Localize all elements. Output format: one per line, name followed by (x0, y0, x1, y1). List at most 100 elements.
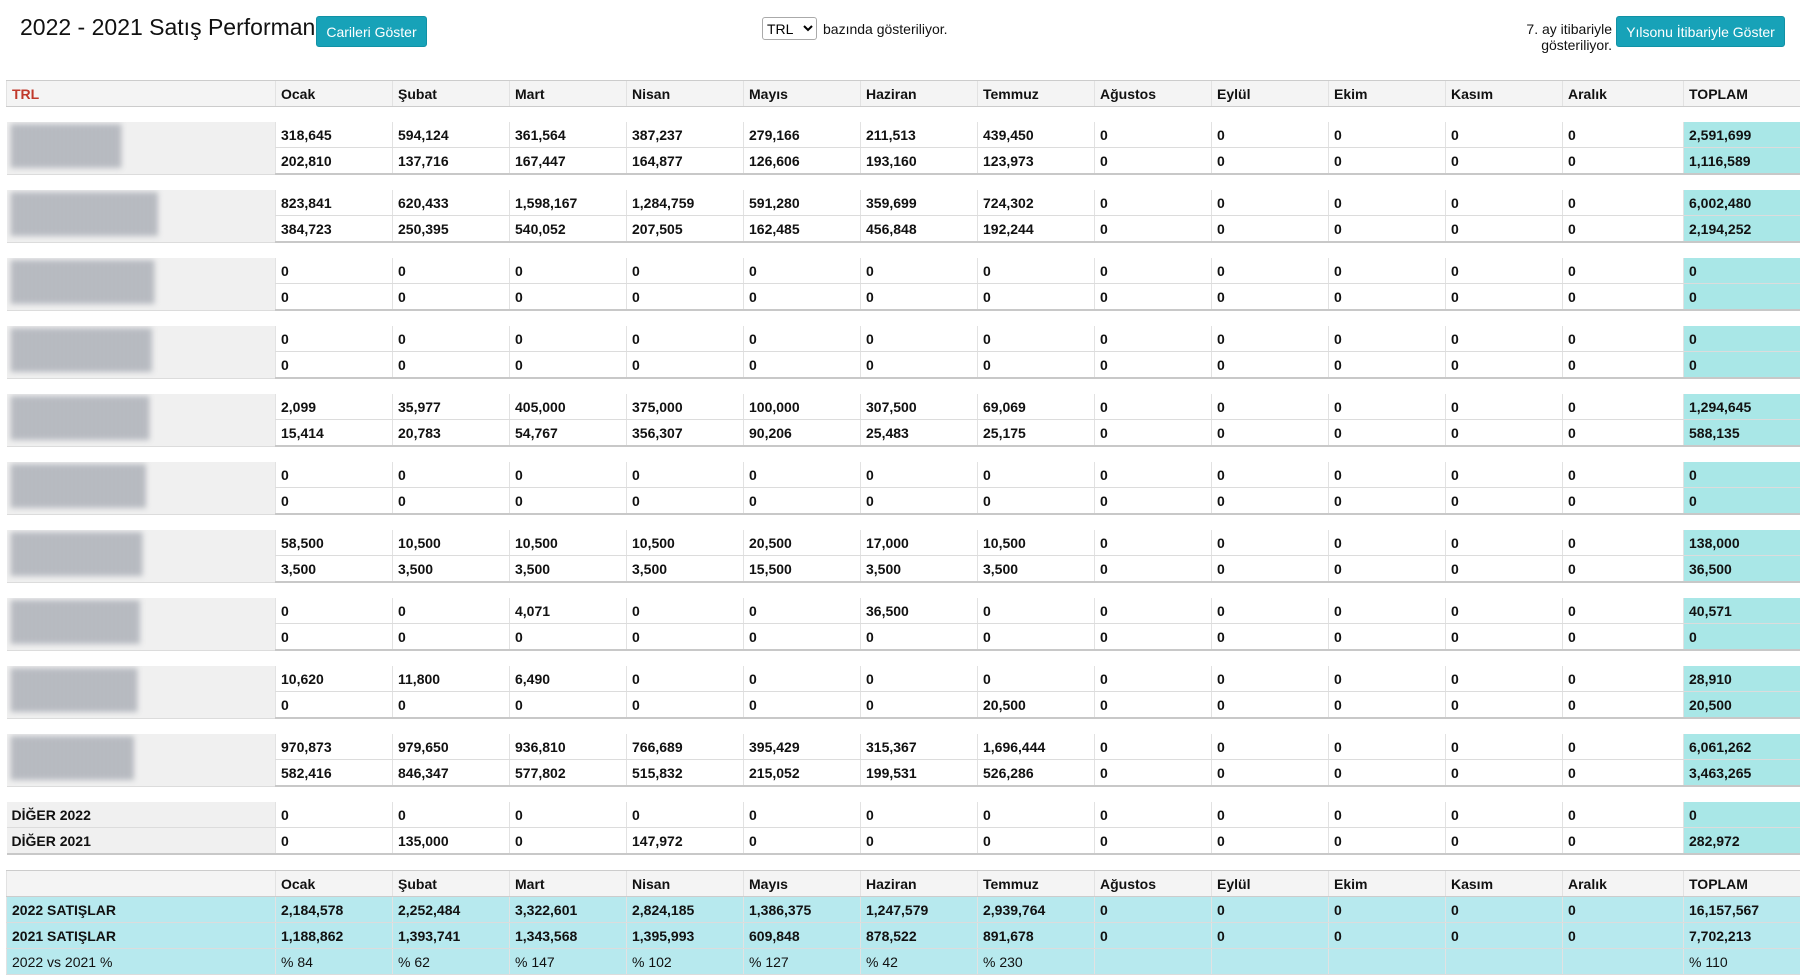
value-cell: 36,500 (860, 598, 978, 624)
blurred-name (10, 600, 140, 644)
value-cell: 0 (1328, 394, 1446, 420)
value-cell: 0 (1328, 530, 1446, 556)
empty-cell (1328, 948, 1446, 975)
value-cell: 0 (743, 283, 861, 311)
value-cell: 0 (1211, 147, 1329, 175)
name-cell (6, 530, 276, 583)
value-cell: 0 (1211, 827, 1329, 855)
spacer-cell (7, 514, 1800, 530)
value-cell: 0 (1445, 666, 1563, 692)
percent-row: 2022 vs 2021 %% 84% 62% 147% 102% 127% 4… (6, 948, 1800, 975)
total-cell: 2,591,699 (1683, 122, 1800, 148)
value-cell: 0 (509, 326, 627, 352)
value-cell: 0 (392, 623, 510, 651)
value-cell: 0 (1445, 827, 1563, 855)
value-cell: 6,490 (509, 666, 627, 692)
summary-row: 2021 SATIŞLAR 1,188,862 1,393,741 1,343,568… (6, 922, 1800, 949)
spacer-cell (7, 854, 1800, 871)
total-cell: 0 (1683, 258, 1800, 284)
spacer-cell (7, 242, 1800, 258)
value-cell: 3,500 (509, 555, 627, 583)
data-row: 0 0 0 0 0 0 20,500 0 0 0 0 0 20,500 (7, 691, 1800, 719)
column-header: Mayıs (743, 80, 861, 107)
value-cell: 0 (1562, 283, 1684, 311)
data-row: 970,873 979,650 936,810 766,689 395,429 315,3… (6, 734, 1800, 787)
total-cell: 588,135 (1683, 419, 1800, 447)
summary-cell: 1,395,993 (626, 922, 744, 949)
value-cell: 0 (1094, 623, 1212, 651)
value-cell: 279,166 (743, 122, 861, 148)
value-cell: 0 (1562, 215, 1684, 243)
value-cell: 0 (1445, 802, 1563, 828)
value-cell: 0 (1094, 283, 1212, 311)
summary-cell: 0 (1211, 896, 1329, 923)
currency-note: bazında gösteriliyor. (823, 21, 948, 37)
row-label: 2022 vs 2021 % (6, 948, 276, 975)
value-cell: 823,841 (275, 190, 393, 216)
total-cell: 0 (1683, 462, 1800, 488)
value-cell: 0 (1562, 147, 1684, 175)
percent-cell: % 62 (392, 948, 510, 975)
total-cell: 138,000 (1683, 530, 1800, 556)
spacer-row (7, 650, 1800, 666)
column-header: Mayıs (743, 870, 861, 897)
year-end-button[interactable]: Yılsonu İtibariyle Göster (1616, 16, 1785, 47)
value-cell: 0 (626, 802, 744, 828)
other-row: DİĞER 2021 0 135,000 0 147,972 0 0 0 0 0 0 0 0 282,97… (6, 827, 1800, 855)
column-header: Mart (509, 80, 627, 107)
blurred-name (10, 192, 158, 236)
header-row: TRL Ocak Şubat Mart Nisan Mayıs Haziran Temmuz A… (6, 80, 1800, 107)
value-cell: 0 (1562, 258, 1684, 284)
value-cell: 0 (1094, 326, 1212, 352)
summary-cell: 16,157,567 (1683, 896, 1800, 923)
empty-cell (1562, 948, 1684, 975)
summary-cell: 0 (1562, 922, 1684, 949)
value-cell: 0 (1094, 802, 1212, 828)
value-cell: 20,500 (977, 691, 1095, 719)
value-cell: 0 (626, 326, 744, 352)
value-cell: 0 (1328, 759, 1446, 787)
value-cell: 0 (860, 283, 978, 311)
value-cell: 0 (626, 623, 744, 651)
total-cell: 0 (1683, 802, 1800, 828)
value-cell: 526,286 (977, 759, 1095, 787)
value-cell: 0 (743, 462, 861, 488)
value-cell: 0 (1211, 462, 1329, 488)
column-header: Kasım (1445, 870, 1563, 897)
column-header: Ağustos (1094, 80, 1212, 107)
spacer-cell (7, 582, 1800, 598)
value-cell: 15,500 (743, 555, 861, 583)
value-cell: 0 (392, 802, 510, 828)
value-cell: 0 (860, 666, 978, 692)
value-cell: 17,000 (860, 530, 978, 556)
column-header: Mart (509, 870, 627, 897)
summary-cell: 2,939,764 (977, 896, 1095, 923)
value-cell: 0 (1328, 487, 1446, 515)
column-header: Nisan (626, 870, 744, 897)
value-cell: 0 (275, 691, 393, 719)
column-header: Temmuz (977, 80, 1095, 107)
value-cell: 0 (1445, 691, 1563, 719)
value-cell: 0 (1211, 759, 1329, 787)
column-header: Haziran (860, 80, 978, 107)
value-cell: 10,500 (626, 530, 744, 556)
percent-cell: % 147 (509, 948, 627, 975)
value-cell: 0 (1094, 598, 1212, 624)
value-cell: 3,500 (275, 555, 393, 583)
value-cell: 936,810 (509, 734, 627, 760)
row-label: 2021 SATIŞLAR (6, 922, 276, 949)
spacer-row (7, 242, 1800, 258)
value-cell: 0 (509, 623, 627, 651)
value-cell: 0 (1094, 122, 1212, 148)
currency-select[interactable]: TRL (762, 17, 817, 40)
blurred-name (10, 668, 137, 712)
total-cell: 0 (1683, 283, 1800, 311)
data-row: 202,810 137,716 167,447 164,877 126,606 193,1… (7, 147, 1800, 175)
show-accounts-button[interactable]: Carileri Göster (316, 16, 427, 47)
sales-table: TRL Ocak Şubat Mart Nisan Mayıs Haziran Temmuz A… (6, 80, 1800, 975)
